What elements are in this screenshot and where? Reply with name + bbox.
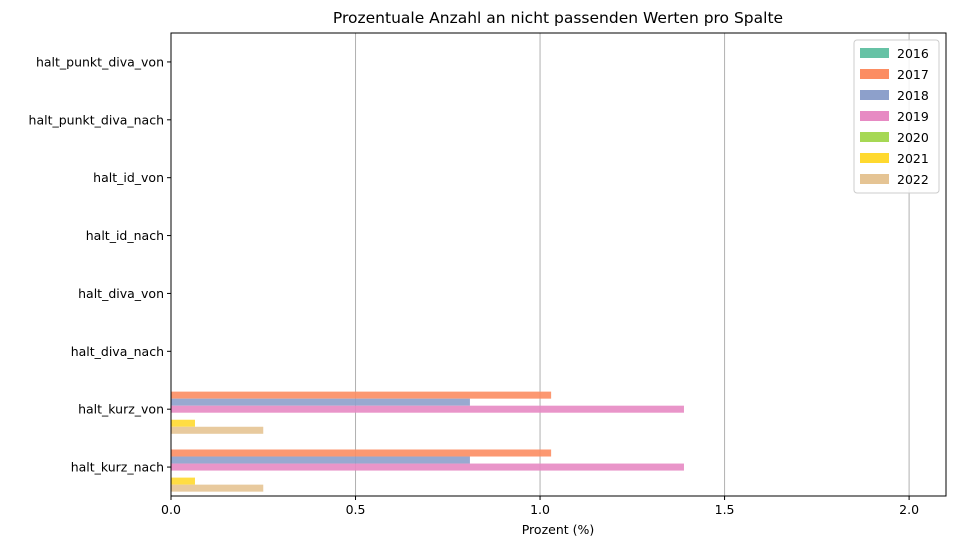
y-tick-label: halt_punkt_diva_von [36,54,164,69]
legend-label: 2019 [897,109,929,124]
legend: 2016 2017 2018 2019 2020 2021 2022 [853,39,940,194]
bars [171,391,684,492]
legend-label: 2022 [897,172,929,187]
plot-frame [170,32,947,497]
bar [171,456,470,464]
legend-label: 2016 [897,46,929,61]
legend-swatch [860,69,889,79]
x-axis: 0.0 0.5 1.0 1.5 2.0 [161,496,919,517]
legend-label: 2018 [897,88,929,103]
bar [171,405,684,413]
y-tick-label: halt_diva_nach [71,344,164,359]
bar [171,449,552,457]
y-tick-label: halt_id_von [93,170,164,185]
y-tick-label: halt_punkt_diva_nach [29,112,164,127]
x-axis-label: Prozent (%) [522,522,595,537]
chart-title: Prozentuale Anzahl an nicht passenden We… [333,9,783,27]
legend-label: 2020 [897,130,929,145]
x-tick-label: 0.5 [346,502,366,517]
y-tick-label: halt_diva_von [78,286,164,301]
legend-swatch [860,90,889,100]
y-tick-label: halt_id_nach [86,228,164,243]
bar [171,419,195,427]
bar [171,391,552,399]
bar [171,426,264,434]
legend-swatch [860,174,889,184]
legend-swatch [860,48,889,58]
bar [171,477,195,485]
legend-label: 2017 [897,67,929,82]
bar [171,463,684,471]
legend-swatch [860,132,889,142]
x-tick-label: 1.5 [715,502,735,517]
legend-swatch [860,153,889,163]
grid-lines [355,33,910,496]
x-tick-label: 1.0 [530,502,550,517]
y-tick-label: halt_kurz_nach [71,460,164,475]
x-tick-label: 2.0 [899,502,919,517]
bar [171,398,470,406]
x-tick-label: 0.0 [161,502,181,517]
y-tick-label: halt_kurz_von [78,402,164,417]
legend-label: 2021 [897,151,929,166]
bar [171,484,264,492]
legend-swatch [860,111,889,121]
y-axis: halt_punkt_diva_von halt_punkt_diva_nachh… [29,54,171,475]
